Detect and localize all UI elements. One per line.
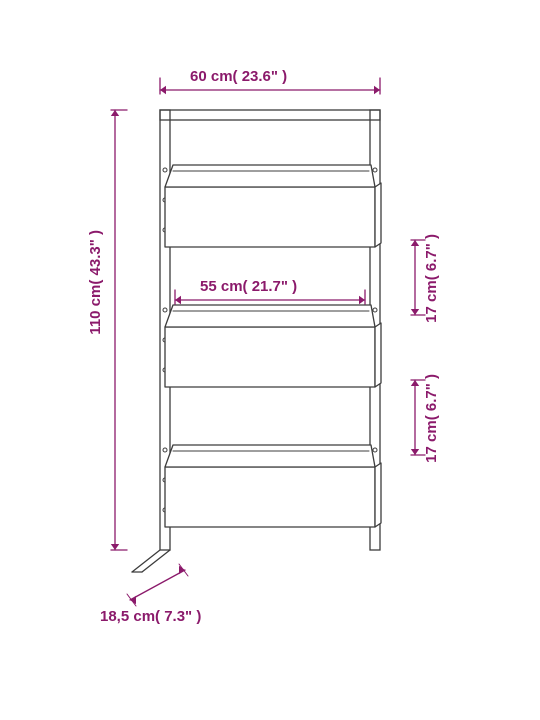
label-height-left: 110 cm( 43.3" ) bbox=[87, 230, 104, 335]
dimension-diagram: 60 cm( 23.6" ) 110 cm( 43.3" ) 55 cm( 21… bbox=[0, 0, 540, 720]
label-inner-width: 55 cm( 21.7" ) bbox=[200, 278, 297, 295]
label-width-top: 60 cm( 23.6" ) bbox=[190, 68, 287, 85]
label-depth-bottom: 18,5 cm( 7.3" ) bbox=[100, 608, 201, 625]
label-tier-lower: 17 cm( 6.7" ) bbox=[423, 374, 440, 463]
diagram-svg bbox=[0, 0, 540, 720]
label-tier-upper: 17 cm( 6.7" ) bbox=[423, 234, 440, 323]
